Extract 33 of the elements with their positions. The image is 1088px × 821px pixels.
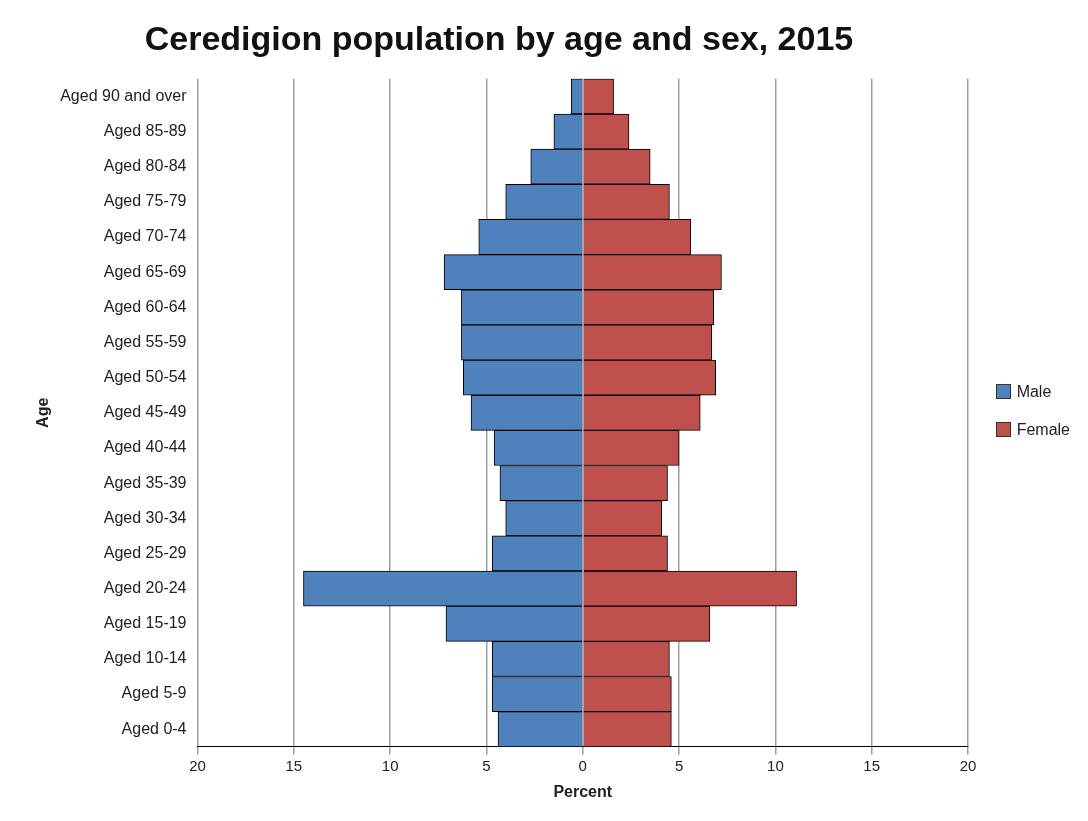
- y-tick-label: Aged 75-79: [103, 192, 187, 210]
- y-tick-label: Aged 15-19: [103, 614, 187, 632]
- legend-label: Male: [1016, 382, 1052, 401]
- y-tick-label: Aged 10-14: [103, 649, 187, 667]
- y-tick-label: Aged 85-89: [103, 121, 187, 139]
- y-tick-label: Aged 70-74: [103, 227, 187, 245]
- y-tick-label: Aged 35-39: [103, 473, 187, 491]
- x-axis-title: Percent: [553, 782, 613, 800]
- x-tick-label: 10: [767, 756, 784, 774]
- x-tick-label: 10: [381, 756, 399, 774]
- x-tick-label: 0: [578, 756, 587, 774]
- y-tick-label: Aged 55-59: [103, 332, 187, 350]
- legend-label: Female: [1016, 420, 1070, 439]
- y-tick-label: Aged 5-9: [121, 684, 187, 702]
- x-tick-label: 20: [959, 756, 977, 774]
- y-tick-label: Aged 90 and over: [60, 86, 188, 104]
- chart-title: Ceredigion population by age and sex, 2015: [144, 18, 854, 57]
- y-axis-title: Age: [34, 397, 52, 428]
- y-tick-label: Aged 50-54: [103, 368, 187, 386]
- y-tick-label: Aged 60-64: [103, 297, 187, 315]
- x-tick-label: 5: [674, 756, 684, 774]
- x-tick-label: 20: [189, 756, 206, 774]
- x-tick-label: 5: [482, 756, 491, 774]
- y-tick-label: Aged 25-29: [103, 543, 187, 561]
- y-tick-label: Aged 20-24: [103, 579, 187, 596]
- y-tick-label: Aged 45-49: [103, 403, 187, 421]
- y-tick-label: Aged 0-4: [121, 719, 187, 737]
- y-tick-label: Aged 65-69: [103, 262, 187, 280]
- y-tick-label: Aged 30-34: [103, 508, 187, 526]
- y-tick-label: Aged 80-84: [103, 157, 187, 175]
- x-tick-label: 15: [863, 756, 881, 774]
- y-tick-label: Aged 40-44: [103, 438, 187, 456]
- x-tick-label: 15: [285, 756, 303, 774]
